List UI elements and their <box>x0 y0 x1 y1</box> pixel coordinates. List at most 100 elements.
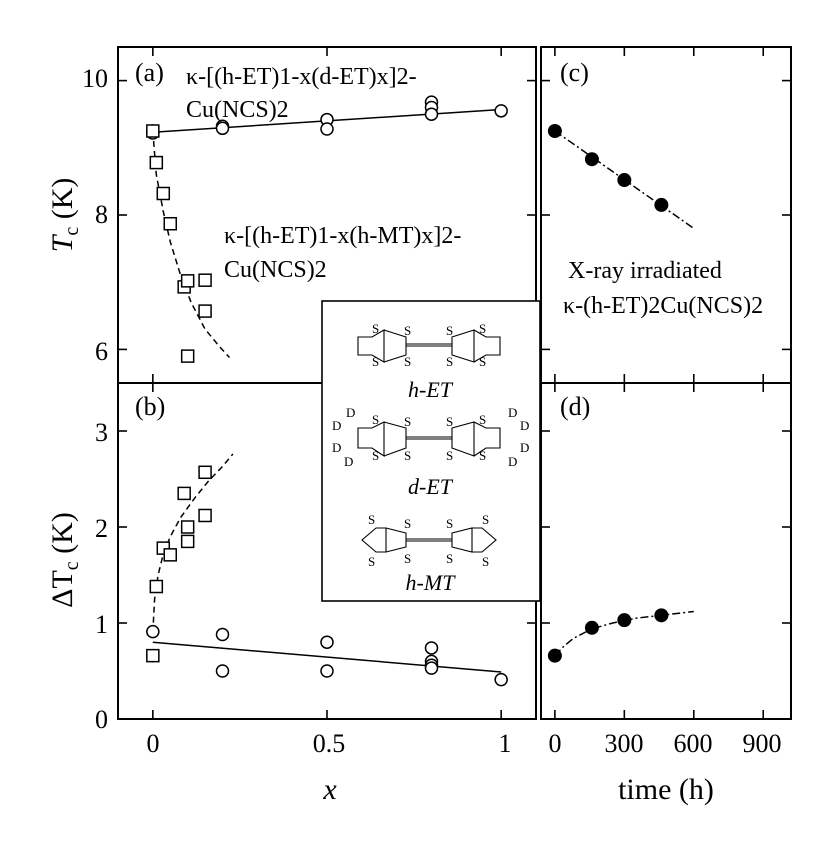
panel-a-label: (a) <box>135 58 164 87</box>
h-mt-structure <box>361 527 497 553</box>
tick-labels: 6 8 10 0 1 2 3 0 0.5 1 0 300 600 900 <box>82 64 782 758</box>
fit-line <box>152 641 502 673</box>
d-et-outer-ring-right <box>473 421 501 457</box>
time-tick-label: 900 <box>743 729 782 758</box>
atom-label: S <box>404 448 411 463</box>
x-axis-title-left: x <box>322 773 337 806</box>
atom-label: S <box>372 354 379 369</box>
time-tick-label: 600 <box>674 729 713 758</box>
data-point-filled-circle <box>617 613 632 628</box>
annotation-xray-line1: X-ray irradiated <box>568 258 722 284</box>
data-point-square <box>146 648 160 663</box>
y-tick-label-bottom: 1 <box>95 610 108 639</box>
data-point-circle <box>424 661 439 675</box>
y-axis-title-bottom-unit: (K) <box>46 512 79 561</box>
data-point-filled-circle <box>654 608 669 623</box>
y-tick-label-top: 10 <box>82 64 108 93</box>
data-point-circle <box>320 664 334 678</box>
annotation-xray-line2: κ-(h-ET)2Cu(NCS)2 <box>563 293 763 319</box>
data-point-circle <box>494 104 508 118</box>
h-et-outer-ring-right <box>473 329 501 363</box>
atom-label: S <box>446 551 453 566</box>
atom-label: D <box>346 405 355 420</box>
data-point-square <box>149 579 164 594</box>
d-et-central-bond <box>406 436 452 440</box>
atom-label: D <box>508 454 517 469</box>
atom-label: S <box>372 448 379 463</box>
data-point-square <box>163 548 177 562</box>
data-point-circle <box>320 635 334 649</box>
molecule-inset: S S S S S S S S h-ET S S S S S S S S D D… <box>321 300 541 602</box>
data-point-square <box>177 486 191 501</box>
data-point-circle <box>215 627 230 642</box>
atom-label: S <box>368 554 375 569</box>
data-point-circle <box>215 121 230 136</box>
data-point-circle <box>215 664 230 678</box>
atom-label: S <box>482 554 489 569</box>
atom-label: S <box>446 323 453 338</box>
atom-label: S <box>446 448 453 463</box>
molecule-label-d-et-text: d-ET <box>408 474 454 499</box>
data-point-square <box>198 508 212 523</box>
data-point-circle <box>494 672 508 687</box>
y-tick-label-top: 6 <box>95 337 108 366</box>
data-point-circle <box>146 624 160 639</box>
molecule-label-h-mt-text: h-MT <box>406 570 457 595</box>
atom-label: S <box>479 354 486 369</box>
atom-label: S <box>404 516 411 531</box>
data-point-filled-circle <box>547 124 562 138</box>
data-point-filled-circle <box>617 173 632 188</box>
h-mt-inner-ring-left <box>385 527 407 553</box>
atom-label: S <box>446 516 453 531</box>
y-axis-title-top-unit: (K) <box>46 178 79 227</box>
atom-label: S <box>372 412 379 427</box>
panel-c-frame <box>540 46 792 384</box>
atom-label: D <box>332 440 341 455</box>
data-point-filled-circle <box>547 648 562 663</box>
atom-label: D <box>520 418 529 433</box>
y-tick-label-bottom: 3 <box>95 418 108 447</box>
molecule-label-h-mt: h-MT <box>406 570 457 595</box>
atom-label: S <box>482 512 489 527</box>
y-axis-title-bottom-symbol: ΔT <box>46 570 79 608</box>
data-point-square <box>198 273 212 287</box>
data-point-filled-circle <box>584 152 599 167</box>
x-tick-label: 0 <box>147 729 160 758</box>
atom-label: S <box>479 412 486 427</box>
h-mt-outer-ring-right <box>472 527 497 553</box>
data-point-square <box>198 465 212 480</box>
y-tick-label-bottom: 0 <box>95 705 108 734</box>
data-point-square <box>149 155 164 170</box>
data-point-square <box>146 124 160 138</box>
atom-label: S <box>404 414 411 429</box>
x-axis-title-right: time (h) <box>618 773 714 806</box>
molecule-label-d-et: d-ET <box>408 474 454 499</box>
atom-label: D <box>344 454 353 469</box>
atom-label: S <box>404 551 411 566</box>
annotation-mt-line2: Cu(NCS)2 <box>224 257 327 283</box>
h-mt-central-bond <box>406 538 452 542</box>
atom-label: S <box>404 354 411 369</box>
time-tick-label: 0 <box>549 729 562 758</box>
atom-label: S <box>479 448 486 463</box>
panel-c-label: (c) <box>560 58 589 87</box>
annotation-mt-line1: κ-[(h-ET)1-x(h-MT)x]2- <box>224 223 461 249</box>
atom-label: S <box>372 321 379 336</box>
data-point-square <box>180 520 195 534</box>
time-tick-label: 300 <box>605 729 644 758</box>
data-point-square <box>180 274 195 288</box>
panel-b-label: (b) <box>135 392 165 421</box>
y-axis-title-bottom-subscript: c <box>61 561 83 570</box>
data-points <box>146 95 669 687</box>
atom-label: S <box>404 323 411 338</box>
atom-label: D <box>332 418 341 433</box>
h-mt-outer-ring-left <box>361 527 387 553</box>
data-point-square <box>180 349 195 363</box>
y-axis-title-top-symbol: T <box>46 233 79 252</box>
x-tick-label: 1 <box>499 729 512 758</box>
y-axis-title-bottom: ΔTc (K) <box>46 512 83 608</box>
y-tick-label-bottom: 2 <box>95 514 108 543</box>
atom-label: S <box>368 512 375 527</box>
annotation-det-line1: κ-[(h-ET)1-x(d-ET)x]2- <box>186 64 417 90</box>
